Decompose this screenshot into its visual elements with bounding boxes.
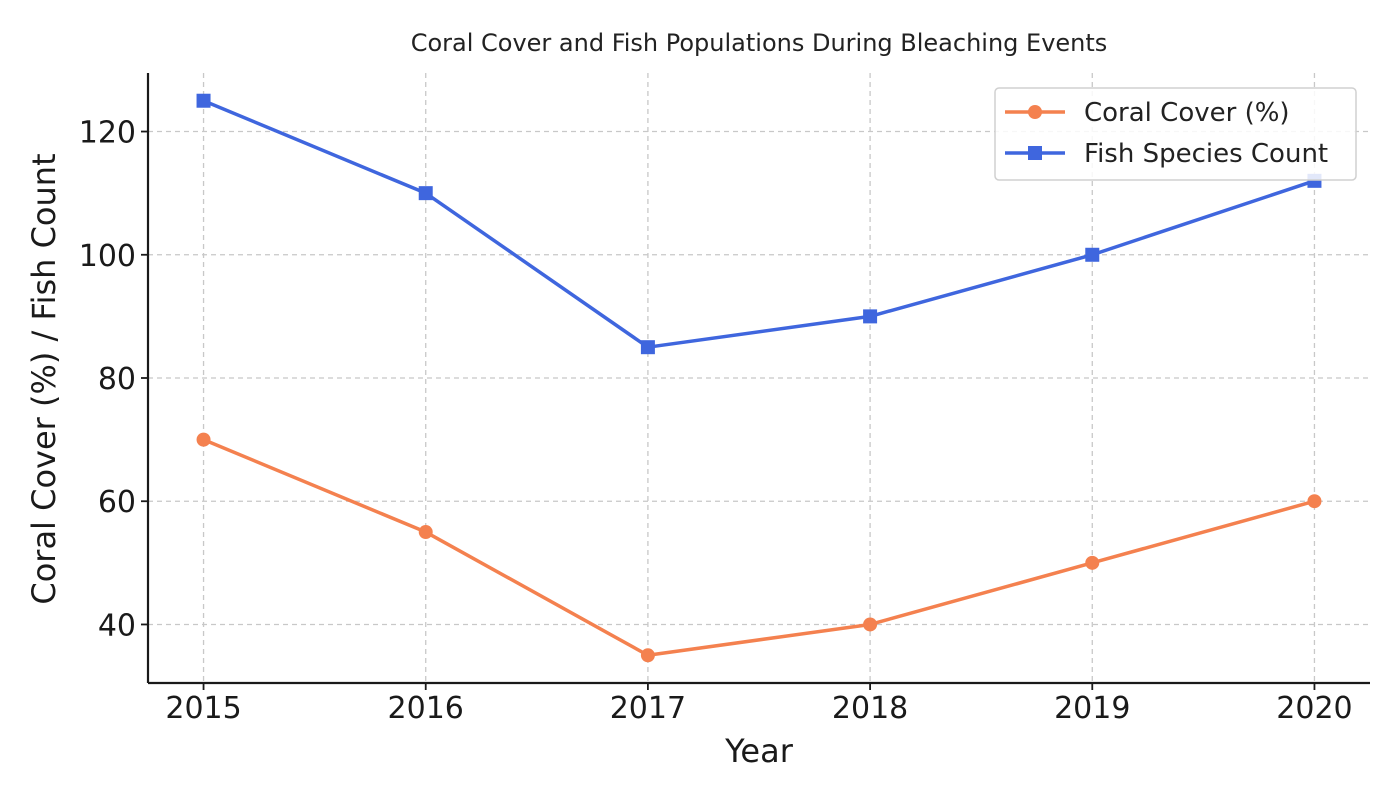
series-lines bbox=[196, 93, 1322, 663]
fish-species-count-point bbox=[863, 309, 878, 324]
x-tick-label: 2019 bbox=[1054, 691, 1130, 726]
fish-species-count-point bbox=[196, 93, 211, 108]
y-tick-label: 120 bbox=[79, 116, 136, 151]
fish-species-count-line bbox=[201, 98, 1317, 349]
x-tick-label: 2016 bbox=[388, 691, 464, 726]
legend-label: Coral Cover (%) bbox=[1084, 98, 1290, 128]
tick-labels: 2015 2016 2017 2018 2019 2020 40 60 80 100 120 bbox=[79, 116, 1353, 726]
y-tick-label: 40 bbox=[98, 608, 136, 643]
x-axis-label: Year bbox=[724, 732, 794, 770]
fish-species-count-point bbox=[418, 186, 433, 201]
legend-marker bbox=[1028, 146, 1042, 160]
coral-cover-point bbox=[196, 432, 211, 447]
y-axis-label: Coral Cover (%) / Fish Count bbox=[25, 153, 63, 604]
y-tick-label: 100 bbox=[79, 239, 136, 274]
fish-species-count-point bbox=[1085, 247, 1100, 262]
x-tick-label: 2020 bbox=[1276, 691, 1352, 726]
coral-cover-point bbox=[1085, 555, 1100, 570]
y-tick-label: 80 bbox=[98, 362, 136, 397]
x-tick-label: 2015 bbox=[165, 691, 241, 726]
coral-cover-point bbox=[1307, 494, 1322, 509]
x-tick-label: 2017 bbox=[610, 691, 686, 726]
legend-entry-coral-cover: Coral Cover (%) bbox=[1005, 98, 1290, 128]
legend-marker bbox=[1028, 105, 1042, 119]
x-tick-label: 2018 bbox=[832, 691, 908, 726]
legend-entry-fish-species-count: Fish Species Count bbox=[1005, 139, 1328, 169]
coral-cover-point bbox=[863, 617, 878, 632]
coral-cover-line bbox=[201, 437, 1317, 658]
fish-species-count-series bbox=[196, 93, 1322, 355]
legend: Coral Cover (%) Fish Species Count bbox=[994, 87, 1357, 181]
coral-cover-point bbox=[640, 648, 655, 663]
chart-title: Coral Cover and Fish Populations During … bbox=[411, 29, 1108, 57]
y-tick-label: 60 bbox=[98, 485, 136, 520]
legend-label: Fish Species Count bbox=[1084, 139, 1328, 169]
coral-cover-series bbox=[196, 432, 1322, 663]
fish-species-count-point bbox=[640, 340, 655, 355]
coral-cover-point bbox=[418, 525, 433, 540]
legend-box bbox=[994, 87, 1357, 181]
